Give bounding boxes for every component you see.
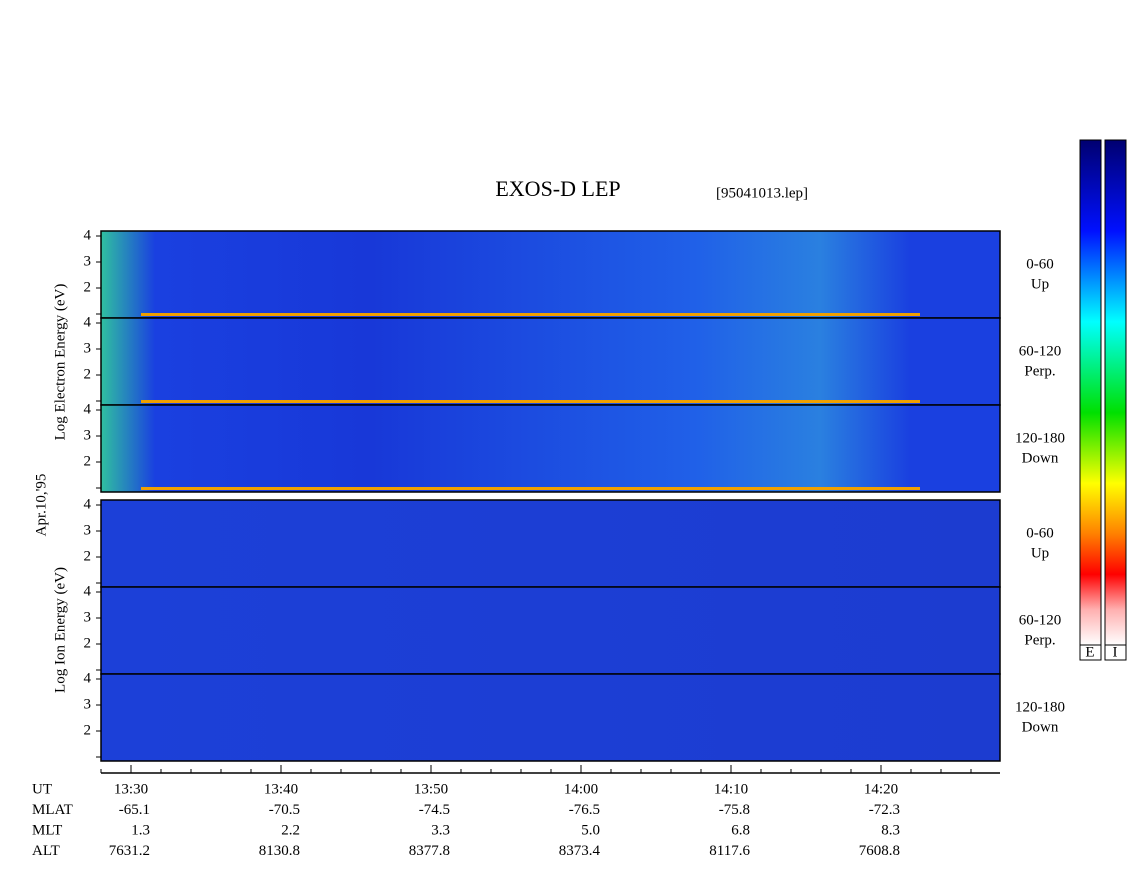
- colorbar-label: E: [1085, 644, 1094, 660]
- row-value: 5.0: [581, 822, 600, 838]
- x-tick-label: 13:30: [114, 781, 148, 797]
- y-tick-label: 3: [84, 696, 92, 712]
- y-tick-label: 3: [84, 609, 92, 625]
- y-tick-label: 3: [84, 340, 92, 356]
- spectrogram-panel: [100, 404, 1001, 493]
- panel-range: 60-120: [1019, 343, 1062, 359]
- row-value: -74.5: [419, 802, 450, 818]
- spectrogram-panel: [100, 230, 1001, 319]
- ion-axis-label: Log Ion Energy (eV): [52, 567, 68, 693]
- y-tick-label: 2: [84, 279, 92, 295]
- electron-axis-label: Log Electron Energy (eV): [52, 284, 68, 441]
- panel-range: 60-120: [1019, 612, 1062, 628]
- low-energy-band: [141, 400, 920, 403]
- row-value: 2.2: [281, 822, 300, 838]
- y-tick-label: 4: [84, 670, 92, 686]
- y-tick-label: 3: [84, 427, 92, 443]
- colorbar-label-box: [1079, 644, 1102, 661]
- low-energy-band: [141, 313, 920, 316]
- panel-direction: Down: [1022, 719, 1059, 735]
- row-value: 6.8: [731, 822, 750, 838]
- row-value: 8373.4: [559, 843, 601, 859]
- low-energy-band: [141, 487, 920, 490]
- colorbar: [1104, 139, 1127, 646]
- y-tick-label: 2: [84, 366, 92, 382]
- row-name: UT: [32, 781, 52, 797]
- y-tick-label: 3: [84, 522, 92, 538]
- row-value: 1.3: [131, 822, 150, 838]
- spectrogram-panel: [100, 673, 1001, 762]
- colorbar: [1079, 139, 1102, 646]
- row-name: MLAT: [32, 802, 73, 818]
- y-tick-label: 2: [84, 548, 92, 564]
- spectrogram-panel: [100, 317, 1001, 406]
- spectrogram-panel: [100, 586, 1001, 675]
- panel-range: 120-180: [1015, 430, 1065, 446]
- y-tick-label: 4: [84, 314, 92, 330]
- spectrogram-panel: [100, 499, 1001, 588]
- panel-direction: Perp.: [1024, 632, 1055, 648]
- x-tick-label: 13:50: [414, 781, 448, 797]
- row-value: -65.1: [119, 802, 150, 818]
- panel-range: 0-60: [1026, 525, 1054, 541]
- row-value: 7608.8: [859, 843, 900, 859]
- panel-direction: Up: [1031, 545, 1049, 561]
- x-tick-label: 14:10: [714, 781, 748, 797]
- row-value: 8130.8: [259, 843, 300, 859]
- y-tick-label: 4: [84, 583, 92, 599]
- row-value: -75.8: [719, 802, 750, 818]
- x-tick-label: 14:00: [564, 781, 598, 797]
- y-tick-label: 4: [84, 496, 92, 512]
- panel-direction: Down: [1022, 450, 1059, 466]
- colorbar-label-box: [1104, 644, 1127, 661]
- row-value: 7631.2: [109, 843, 150, 859]
- file-name: [95041013.lep]: [716, 185, 808, 201]
- date-label: Apr.10,'95: [33, 474, 49, 537]
- row-value: -76.5: [569, 802, 600, 818]
- y-tick-label: 2: [84, 453, 92, 469]
- title: EXOS-D LEP: [495, 176, 620, 201]
- y-tick-label: 4: [84, 227, 92, 243]
- row-name: ALT: [32, 843, 60, 859]
- panel-direction: Up: [1031, 276, 1049, 292]
- panel-range: 0-60: [1026, 256, 1054, 272]
- row-value: 8377.8: [409, 843, 450, 859]
- row-value: 8117.6: [709, 843, 750, 859]
- row-value: 8.3: [881, 822, 900, 838]
- row-value: -72.3: [869, 802, 900, 818]
- y-tick-label: 2: [84, 635, 92, 651]
- row-value: -70.5: [269, 802, 300, 818]
- y-tick-label: 4: [84, 401, 92, 417]
- y-tick-label: 3: [84, 253, 92, 269]
- panel-range: 120-180: [1015, 699, 1065, 715]
- x-tick-label: 14:20: [864, 781, 898, 797]
- row-name: MLT: [32, 822, 62, 838]
- x-tick-label: 13:40: [264, 781, 298, 797]
- y-tick-label: 2: [84, 722, 92, 738]
- panel-direction: Perp.: [1024, 363, 1055, 379]
- row-value: 3.3: [431, 822, 450, 838]
- colorbar-label: I: [1113, 644, 1118, 660]
